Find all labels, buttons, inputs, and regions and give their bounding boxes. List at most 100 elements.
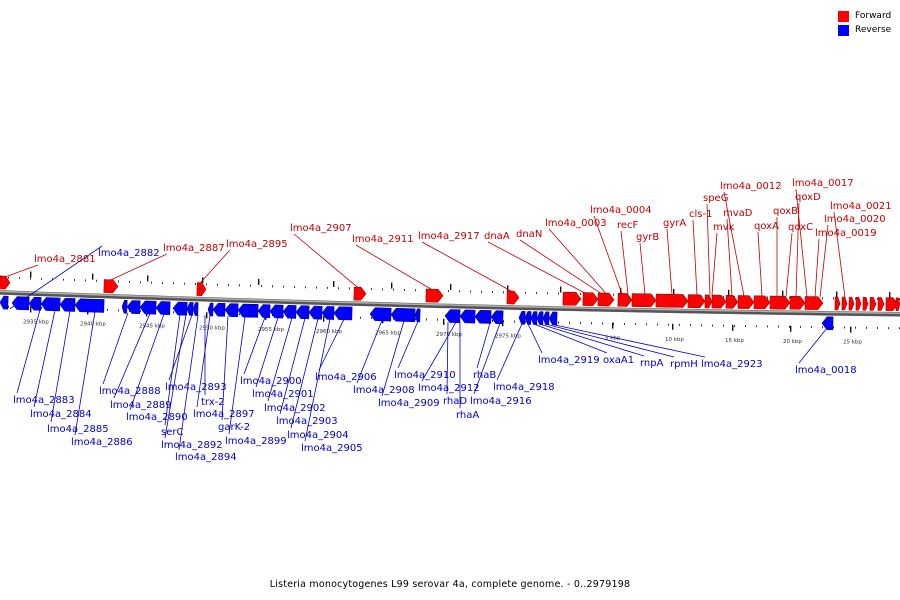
minor-tick-top	[338, 287, 339, 290]
forward-gene-arrow	[869, 297, 877, 311]
reverse-gene-arrow	[269, 304, 284, 319]
reverse-gene-arrow	[542, 311, 550, 326]
major-tick-top	[450, 284, 452, 291]
reverse-gene-arrow	[548, 311, 558, 326]
minor-tick-bottom	[789, 325, 790, 328]
minor-tick-bottom	[393, 317, 394, 320]
gene-label-qoxc: qoxC	[788, 222, 813, 233]
forward-gene-arrow	[789, 296, 806, 310]
minor-tick-bottom	[8, 305, 9, 308]
gene-label-lmo4a-0017: lmo4a_0017	[792, 178, 854, 189]
gene-label-lmo4a-2923: lmo4a_2923	[701, 359, 763, 370]
leader-lmo4a-0019	[814, 238, 820, 298]
reverse-gene-arrow	[536, 311, 544, 325]
gene-label-lmo4a-2893: lmo4a_2893	[165, 382, 227, 393]
reverse-gene-arrow	[333, 306, 353, 321]
gene-label-mvk: mvk	[713, 222, 735, 233]
map-caption: Listeria monocytogenes L99 serovar 4a, c…	[269, 579, 631, 590]
major-tick-bottom	[790, 325, 792, 332]
gene-label-lmo4a-0020: lmo4a_0020	[824, 214, 886, 225]
leader-lmo4a-0004	[593, 215, 623, 294]
tick-label: 2970 kbp	[436, 332, 462, 338]
minor-tick-bottom	[844, 326, 845, 329]
tick-label: 2955 kbp	[258, 327, 284, 333]
leader-lmo4a-0017	[795, 188, 808, 298]
forward-gene-arrow	[655, 293, 689, 308]
minor-tick-top	[316, 286, 317, 289]
leader-lmo4a-2897	[196, 315, 211, 408]
minor-tick-bottom	[811, 326, 812, 329]
forward-gene-arrow	[506, 290, 520, 305]
minor-tick-bottom	[426, 318, 427, 321]
legend-reverse-label: Reverse	[855, 25, 892, 35]
gene-label-lmo4a-2908: lmo4a_2908	[353, 385, 415, 396]
minor-tick-top	[173, 282, 174, 285]
minor-tick-top	[52, 278, 53, 281]
reverse-gene-arrow	[237, 303, 259, 318]
leader-lmo4a-2884	[33, 310, 56, 408]
forward-gene-arrow	[704, 294, 713, 309]
leader-lmo4a-2906	[318, 319, 345, 371]
reverse-gene-arrow	[28, 296, 42, 311]
minor-tick-bottom	[679, 323, 680, 326]
minor-tick-bottom	[723, 324, 724, 327]
reverse-gene-arrow	[172, 301, 188, 316]
gene-label-gark-2: garK-2	[218, 422, 250, 433]
reverse-gene-arrow	[139, 300, 157, 315]
gene-labels: lmo4a_2881 lmo4a_2887 lmo4a_2895lmo4a_2907…	[13, 178, 892, 463]
major-tick-top	[507, 285, 509, 292]
leader-lmo4a-2892	[164, 314, 187, 439]
minor-tick-top	[547, 292, 548, 295]
leader-cls-1	[692, 219, 698, 296]
minor-tick-top	[459, 290, 460, 293]
minor-tick-top	[294, 285, 295, 288]
minor-tick-top	[536, 292, 537, 295]
gene-label-lmo4a-2911: lmo4a_2911	[352, 234, 414, 245]
minor-tick-bottom	[778, 325, 779, 328]
minor-tick-top	[184, 282, 185, 285]
reverse-gene-arrow	[186, 302, 194, 316]
gene-label-lmo4a-2882: lmo4a_2882	[98, 248, 160, 259]
leader-speg	[706, 203, 711, 296]
minor-tick-top	[228, 284, 229, 287]
leader-lmo4a-0018	[798, 329, 827, 364]
tick-label: 2945 kbp	[139, 323, 165, 329]
forward-gene-arrow	[885, 297, 899, 311]
minor-tick-bottom	[822, 326, 823, 329]
forward-gene-arrow	[597, 292, 615, 307]
reverse-gene-arrow	[0, 295, 9, 310]
gene-label-gyra: gyrA	[663, 218, 686, 229]
forward-gene-arrow	[725, 294, 739, 309]
minor-tick-bottom	[734, 324, 735, 327]
legend: Forward Reverse	[838, 9, 891, 37]
gene-label-qoxd: qoxD	[795, 192, 821, 203]
gene-label-lmo4a-2888: lmo4a_2888	[99, 386, 161, 397]
gene-label-speg: speG	[703, 193, 728, 204]
leader-lmo4a-2908	[356, 320, 383, 384]
minor-tick-top	[415, 289, 416, 292]
major-tick-top	[391, 282, 393, 289]
leader-rhad	[446, 322, 449, 395]
gene-label-lmo4a-2889: lmo4a_2889	[110, 400, 172, 411]
leader-mvad	[726, 218, 733, 296]
gene-label-recf: recF	[617, 220, 639, 231]
leader-lmo4a-2910	[397, 321, 419, 369]
gene-label-dnaa: dnaA	[484, 231, 510, 242]
minor-tick-top	[283, 285, 284, 288]
minor-tick-top	[481, 290, 482, 293]
major-tick-bottom	[206, 312, 208, 319]
tick-label: 2950 kbp	[199, 325, 225, 331]
leader-lmo4a-2901	[255, 317, 279, 388]
reverse-gene-arrow	[282, 305, 297, 319]
gene-label-trx-2: trx-2	[201, 397, 225, 408]
reverse-gene-arrow	[74, 298, 105, 313]
leader-lmo4a-2916	[473, 323, 501, 395]
reverse-swatch	[838, 24, 849, 36]
major-tick-top	[147, 275, 149, 282]
minor-tick-top	[85, 279, 86, 282]
minor-tick-top	[140, 281, 141, 284]
minor-tick-top	[63, 278, 64, 281]
gene-label-lmo4a-0004: lmo4a_0004	[590, 205, 652, 216]
reverse-gene-arrow	[459, 309, 476, 324]
minor-tick-bottom	[800, 325, 801, 328]
